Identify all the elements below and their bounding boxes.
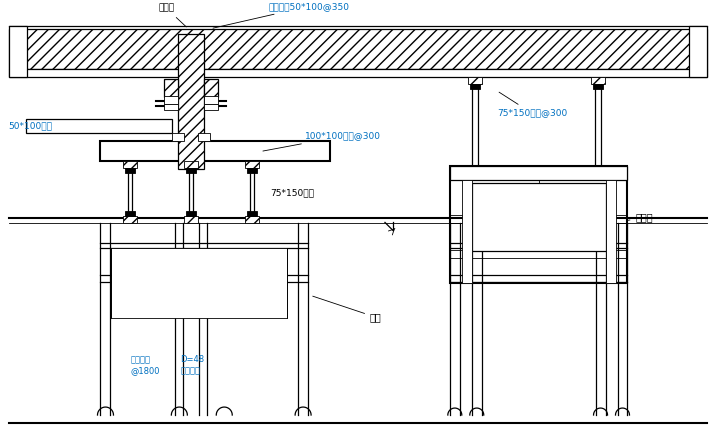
Bar xyxy=(247,167,257,173)
Bar xyxy=(165,104,178,110)
Bar xyxy=(462,180,472,283)
Bar xyxy=(9,26,26,77)
Bar xyxy=(450,166,627,180)
Text: D=48
钐管立杆: D=48 钐管立杆 xyxy=(180,355,205,375)
Text: 门架: 门架 xyxy=(313,296,382,322)
Bar xyxy=(204,104,218,110)
Bar xyxy=(198,133,211,141)
Bar xyxy=(125,167,135,173)
Bar xyxy=(204,79,218,97)
Bar xyxy=(450,166,627,283)
Text: 胶合板: 胶合板 xyxy=(158,4,186,27)
Bar xyxy=(186,167,196,173)
Bar xyxy=(165,79,178,97)
Bar xyxy=(112,248,287,318)
Bar xyxy=(184,216,198,223)
Bar xyxy=(472,184,606,251)
Bar xyxy=(245,216,259,223)
Bar xyxy=(186,212,196,216)
Text: 半门架: 半门架 xyxy=(627,212,653,223)
Text: 75*150方木: 75*150方木 xyxy=(270,188,314,198)
Bar xyxy=(125,212,135,216)
Text: 立档方木50*100@350: 立档方木50*100@350 xyxy=(213,2,349,28)
Bar xyxy=(247,212,257,216)
Bar xyxy=(690,26,707,77)
Text: 75*150方木@300: 75*150方木@300 xyxy=(497,92,567,118)
Bar xyxy=(100,141,330,161)
Text: 50*100方木: 50*100方木 xyxy=(9,121,53,130)
Bar xyxy=(184,161,198,167)
Bar xyxy=(165,95,178,104)
Bar xyxy=(173,133,184,141)
Bar xyxy=(123,161,137,167)
Bar xyxy=(204,95,218,104)
Bar xyxy=(245,161,259,167)
Bar xyxy=(591,77,604,84)
Text: 水平钐管
@1800: 水平钐管 @1800 xyxy=(130,355,160,375)
Bar xyxy=(9,69,707,77)
Bar xyxy=(593,84,603,88)
Bar xyxy=(606,180,616,283)
Text: 100*100方木@300: 100*100方木@300 xyxy=(263,131,381,151)
Bar xyxy=(468,77,482,84)
Bar xyxy=(470,84,480,88)
Bar xyxy=(26,119,173,133)
Bar xyxy=(178,34,204,169)
Bar xyxy=(123,216,137,223)
Bar xyxy=(9,29,707,69)
